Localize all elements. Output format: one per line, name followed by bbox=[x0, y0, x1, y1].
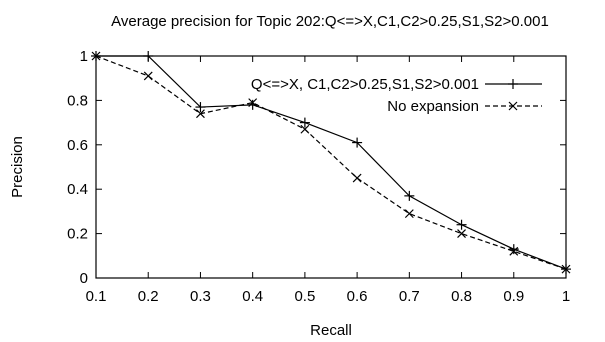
series-layer bbox=[91, 51, 571, 275]
data-point-series-1 bbox=[299, 117, 310, 128]
data-point-series-2 bbox=[248, 98, 258, 108]
y-tick-label: 0.8 bbox=[67, 92, 88, 109]
data-point-series-2 bbox=[404, 209, 414, 219]
data-point-series-2 bbox=[352, 173, 362, 183]
series-line-2 bbox=[95, 55, 567, 270]
data-point-series-2 bbox=[143, 71, 153, 81]
x-tick-label: 0.8 bbox=[451, 288, 472, 305]
legend-marker-1 bbox=[508, 79, 518, 89]
data-point-series-2 bbox=[300, 124, 310, 134]
data-point-series-1 bbox=[195, 102, 206, 113]
x-axis-label: Recall bbox=[310, 322, 352, 339]
x-tick-label: 0.3 bbox=[190, 288, 211, 305]
data-point-series-1 bbox=[143, 51, 154, 61]
x-tick-label: 0.4 bbox=[242, 288, 263, 305]
legend-label-2: No expansion bbox=[387, 98, 479, 115]
x-tick-label: 0.5 bbox=[294, 288, 315, 305]
plot-frame bbox=[95, 55, 567, 279]
y-tick-label: 0.4 bbox=[67, 181, 88, 198]
data-point-series-2 bbox=[91, 51, 101, 61]
data-point-series-1 bbox=[456, 219, 467, 230]
x-tick-label: 0.9 bbox=[503, 288, 524, 305]
series-line-1 bbox=[96, 55, 567, 270]
legend: Q<=>X, C1,C2>0.25,S1,S2>0.001 No expansio… bbox=[251, 76, 542, 115]
legend-marker-2 bbox=[508, 101, 518, 111]
data-point-series-1 bbox=[352, 137, 363, 148]
x-tick-label: 1 bbox=[562, 288, 570, 305]
x-tick-label: 0.1 bbox=[86, 288, 107, 305]
y-axis-label: Precision bbox=[9, 136, 26, 198]
data-point-series-2 bbox=[509, 246, 519, 256]
y-tick-label: 0 bbox=[80, 270, 88, 287]
x-tick-label: 0.6 bbox=[347, 288, 368, 305]
x-tick-label: 0.7 bbox=[399, 288, 420, 305]
data-point-series-2 bbox=[561, 264, 571, 274]
y-tick-label: 0.6 bbox=[67, 137, 88, 154]
chart-title: Average precision for Topic 202:Q<=>X,C1… bbox=[111, 13, 549, 30]
data-point-series-2 bbox=[457, 229, 466, 239]
x-axis-ticks: 0.1 0.2 0.3 0.4 0.5 0.6 0.7 0.8 0.9 1 bbox=[86, 56, 570, 305]
legend-label-1: Q<=>X, C1,C2>0.25,S1,S2>0.001 bbox=[251, 76, 479, 93]
y-axis-ticks: 0 0.2 0.4 0.6 0.8 1 bbox=[67, 48, 566, 287]
y-tick-label: 1 bbox=[80, 48, 88, 65]
data-point-series-1 bbox=[404, 190, 415, 201]
data-point-series-1 bbox=[508, 244, 519, 255]
data-point-series-2 bbox=[196, 109, 205, 119]
y-tick-label: 0.2 bbox=[67, 226, 88, 243]
x-tick-label: 0.2 bbox=[138, 288, 159, 305]
